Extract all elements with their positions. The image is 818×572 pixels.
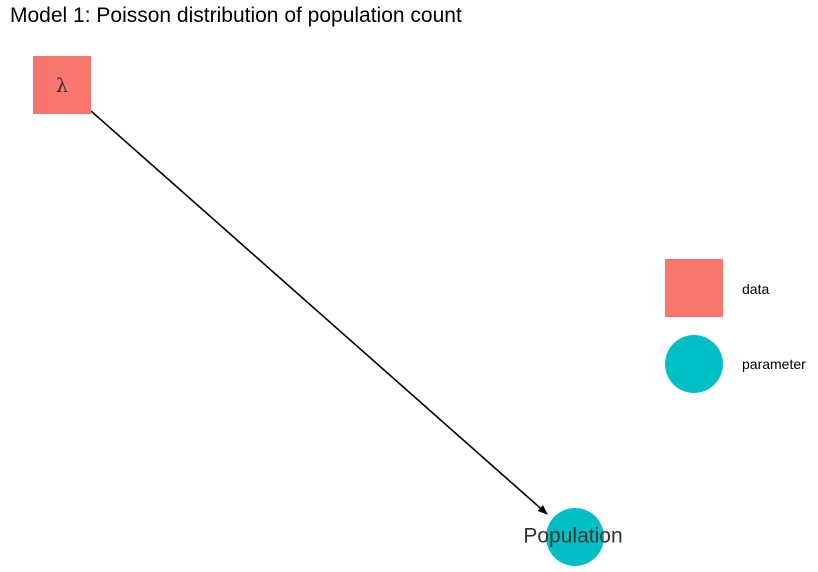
legend-label-data: data <box>742 281 770 297</box>
node-lambda-label: λ <box>56 75 68 97</box>
legend-label-parameter: parameter <box>742 356 806 372</box>
node-population-parameter-circle <box>546 508 604 566</box>
diagram-title: Model 1: Poisson distribution of populat… <box>10 4 462 27</box>
node-lambda-data-square <box>33 56 91 114</box>
edge-lambda-to-population <box>90 110 548 515</box>
legend-key-data-square <box>665 259 723 317</box>
legend-key-parameter-circle <box>665 335 723 393</box>
node-population-label: Population <box>523 525 622 548</box>
